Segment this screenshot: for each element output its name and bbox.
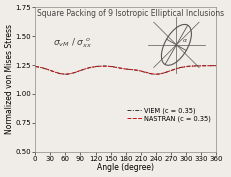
NASTRAN (c = 0.35) [73, 72, 75, 74]
NASTRAN (c = 0.35) [215, 65, 218, 67]
Line: VIEM (c = 0.35): VIEM (c = 0.35) [35, 66, 216, 74]
NASTRAN (c = 0.35) [143, 71, 146, 73]
NASTRAN (c = 0.35) [198, 65, 201, 67]
VIEM (c = 0.35) [34, 65, 36, 68]
Text: Square Packing of 9 Isotropic Elliptical Inclusions: Square Packing of 9 Isotropic Elliptical… [37, 9, 224, 18]
VIEM (c = 0.35) [84, 68, 87, 70]
Line: NASTRAN (c = 0.35): NASTRAN (c = 0.35) [35, 66, 216, 74]
VIEM (c = 0.35) [198, 65, 201, 67]
VIEM (c = 0.35) [155, 73, 157, 75]
VIEM (c = 0.35) [215, 65, 218, 67]
VIEM (c = 0.35) [215, 65, 218, 67]
Legend: VIEM (c = 0.35), NASTRAN (c = 0.35): VIEM (c = 0.35), NASTRAN (c = 0.35) [127, 107, 211, 122]
NASTRAN (c = 0.35) [146, 72, 149, 74]
NASTRAN (c = 0.35) [34, 65, 36, 68]
VIEM (c = 0.35) [143, 71, 146, 73]
Text: $\sigma_{vM}\ /\ \sigma_{xx}^{\ o}$: $\sigma_{vM}\ /\ \sigma_{xx}^{\ o}$ [53, 36, 93, 50]
NASTRAN (c = 0.35) [215, 65, 218, 67]
VIEM (c = 0.35) [146, 72, 149, 74]
VIEM (c = 0.35) [73, 72, 75, 74]
NASTRAN (c = 0.35) [84, 68, 87, 70]
X-axis label: Angle (degree): Angle (degree) [97, 163, 154, 172]
NASTRAN (c = 0.35) [155, 73, 157, 75]
Y-axis label: Normalized von Mises Stress: Normalized von Mises Stress [5, 24, 14, 135]
